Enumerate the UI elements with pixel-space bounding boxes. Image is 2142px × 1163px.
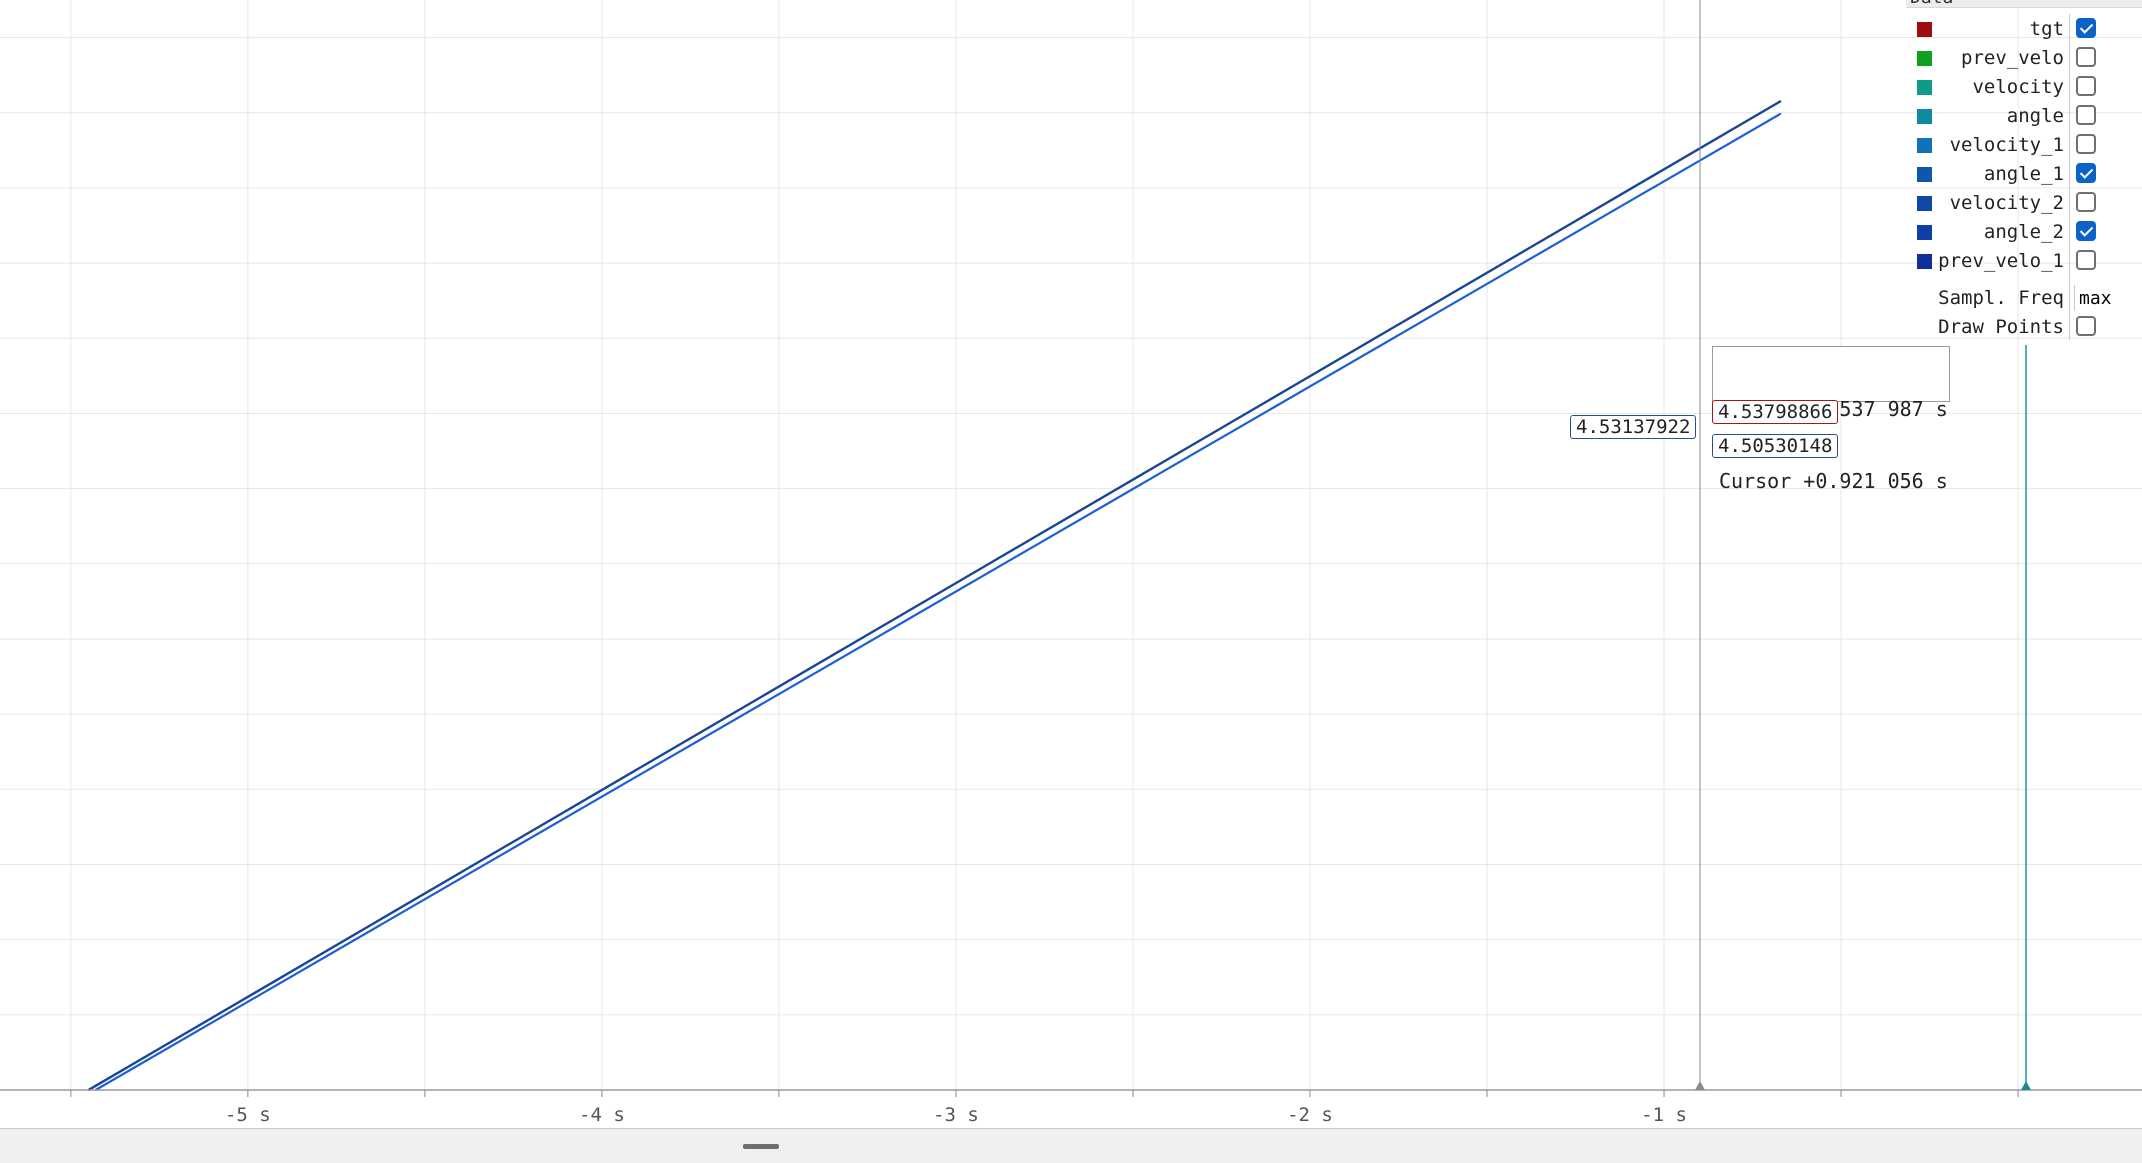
series-name: velocity_2 xyxy=(1949,192,2064,214)
legend-item-prev-velo: prev_velo xyxy=(1906,43,2142,72)
color-swatch xyxy=(1917,80,1932,95)
series-line-angle-2 xyxy=(95,112,1782,1091)
legend-item-tgt: tgt xyxy=(1906,14,2142,43)
series-checkbox-prev-velo-1[interactable] xyxy=(2076,250,2096,270)
series-name: angle xyxy=(2006,105,2064,127)
value-label-tgt: 4.53798866 xyxy=(1712,400,1839,424)
color-swatch xyxy=(1917,254,1932,269)
x-tick-label: -2 s xyxy=(1287,1104,1333,1126)
color-swatch xyxy=(1917,225,1932,240)
color-swatch xyxy=(1917,138,1932,153)
sampl-freq-input[interactable] xyxy=(2074,285,2142,311)
series-checkbox-tgt[interactable] xyxy=(2076,18,2096,38)
marker-arrow-icon[interactable] xyxy=(2021,1081,2031,1090)
value-label-left: 4.53137922 xyxy=(1570,415,1697,439)
series-name: tgt xyxy=(2029,18,2064,40)
series-name: angle_1 xyxy=(1983,163,2064,185)
legend-item-angle: angle xyxy=(1906,101,2142,130)
legend-item-prev-velo-1: prev_velo_1 xyxy=(1906,246,2142,275)
series-line-angle-1 xyxy=(87,100,1782,1091)
color-swatch xyxy=(1917,22,1932,37)
legend-divider xyxy=(2069,14,2070,340)
series-checkbox-angle[interactable] xyxy=(2076,105,2096,125)
legend-panel: Data tgt prev_velo velocity angle velocity_1… xyxy=(1906,0,2142,345)
value-label-angle-2: 4.50530148 xyxy=(1712,434,1839,458)
cursor-arrow-icon[interactable] xyxy=(1695,1081,1705,1090)
legend-item-velocity: velocity xyxy=(1906,72,2142,101)
legend-item-angle-2: angle_2 xyxy=(1906,217,2142,246)
series-name: velocity_1 xyxy=(1949,134,2064,156)
legend-header: Data xyxy=(1906,0,2142,8)
series-name: prev_velo xyxy=(1961,47,2064,69)
sampl-freq-label: Sampl. Freq xyxy=(1938,287,2064,309)
bottom-scroll-bar[interactable] xyxy=(0,1128,2142,1163)
series-checkbox-prev-velo[interactable] xyxy=(2076,47,2096,67)
vertical-grid xyxy=(70,0,2019,1090)
x-tick-label: -5 s xyxy=(225,1104,271,1126)
x-tick-label: -1 s xyxy=(1641,1104,1687,1126)
series-name: angle_2 xyxy=(1983,221,2064,243)
color-swatch xyxy=(1917,167,1932,182)
series-layer xyxy=(87,100,1782,1091)
x-axis-ticks xyxy=(70,1090,2019,1097)
scroll-handle[interactable] xyxy=(743,1144,779,1149)
legend-item-velocity-2: velocity_2 xyxy=(1906,188,2142,217)
draw-points-checkbox[interactable] xyxy=(2076,316,2096,336)
series-checkbox-velocity-1[interactable] xyxy=(2076,134,2096,154)
x-tick-label: -4 s xyxy=(579,1104,625,1126)
x-tick-label: -3 s xyxy=(933,1104,979,1126)
color-swatch xyxy=(1917,51,1932,66)
cursor-tooltip: Time +4.537 987 s Cursor +0.921 056 s xyxy=(1712,346,1950,493)
draw-points-row: Draw Points xyxy=(1906,312,2142,341)
legend-item-velocity-1: velocity_1 xyxy=(1906,130,2142,159)
legend-item-angle-1: angle_1 xyxy=(1906,159,2142,188)
series-checkbox-velocity[interactable] xyxy=(2076,76,2096,96)
tooltip-cursor: Cursor +0.921 056 s xyxy=(1719,469,1948,493)
series-checkbox-velocity-2[interactable] xyxy=(2076,192,2096,212)
series-checkbox-angle-1[interactable] xyxy=(2076,163,2096,183)
horizontal-grid xyxy=(0,37,2142,1016)
sampl-freq-row: Sampl. Freq xyxy=(1906,283,2142,312)
series-checkbox-angle-2[interactable] xyxy=(2076,221,2096,241)
series-name: prev_velo_1 xyxy=(1938,250,2064,272)
series-name: velocity xyxy=(1972,76,2064,98)
color-swatch xyxy=(1917,196,1932,211)
draw-points-label: Draw Points xyxy=(1938,316,2064,338)
x-axis-tick-labels: -5 s -4 s -3 s -2 s -1 s xyxy=(225,1104,1687,1126)
color-swatch xyxy=(1917,109,1932,124)
